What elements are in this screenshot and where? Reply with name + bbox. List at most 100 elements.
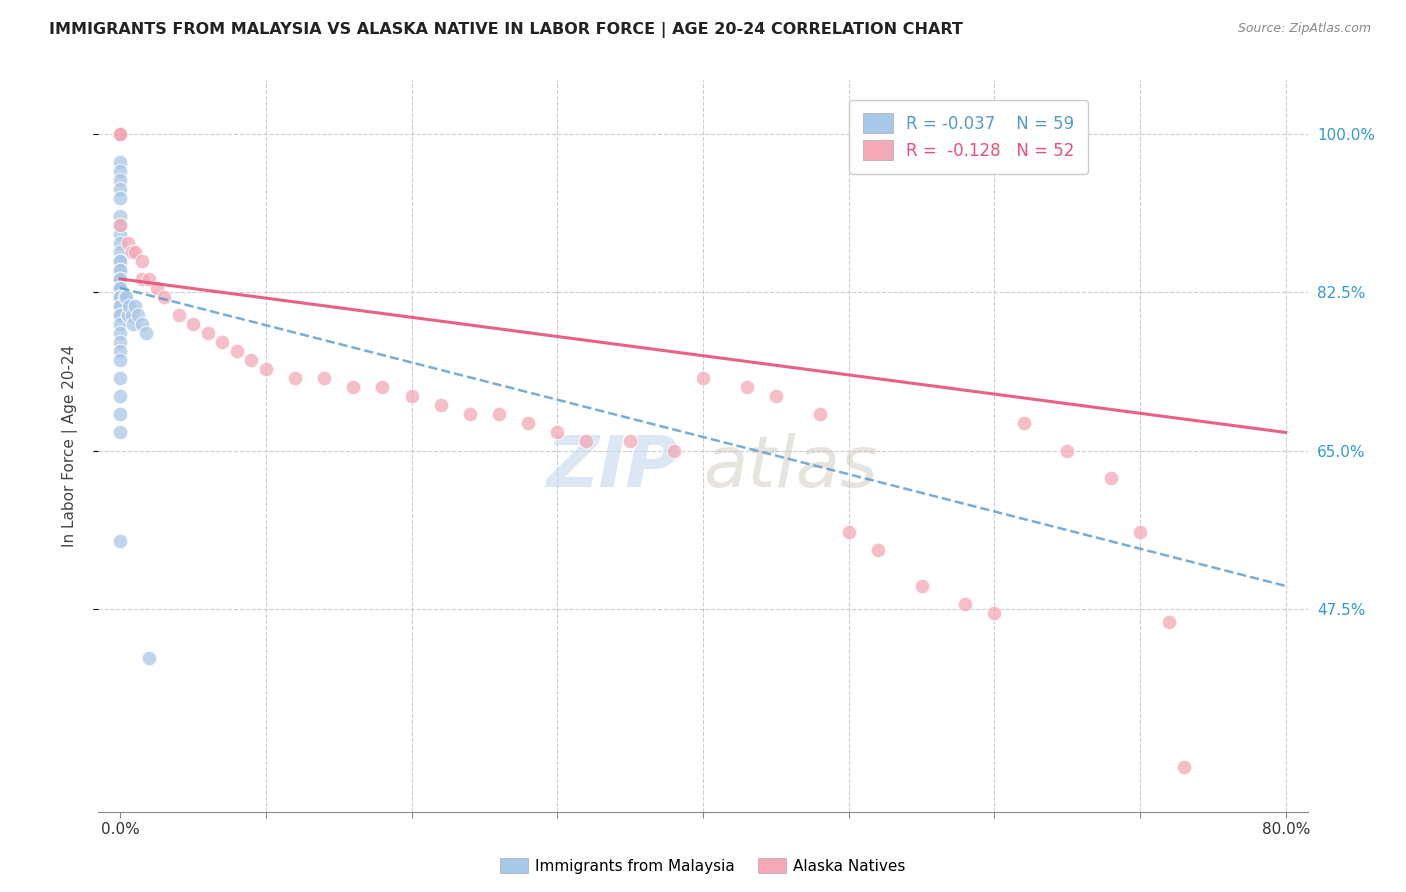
Point	[110, 263, 132, 277]
Point	[692, 371, 714, 385]
Point	[983, 606, 1005, 620]
Point	[110, 389, 132, 403]
Point	[1173, 759, 1195, 773]
Point	[131, 253, 153, 268]
Point	[1159, 615, 1181, 629]
Point	[735, 380, 758, 394]
Point	[110, 218, 132, 232]
Point	[117, 308, 139, 322]
Point	[110, 272, 132, 286]
Point	[110, 163, 132, 178]
Point	[458, 408, 481, 422]
Point	[110, 272, 132, 286]
Point	[838, 524, 860, 539]
Point	[808, 408, 831, 422]
Point	[110, 209, 132, 223]
Point	[488, 408, 510, 422]
Point	[181, 317, 204, 331]
Point	[110, 235, 132, 250]
Point	[955, 597, 977, 611]
Point	[1012, 417, 1035, 431]
Legend: Immigrants from Malaysia, Alaska Natives: Immigrants from Malaysia, Alaska Natives	[495, 852, 911, 880]
Point	[110, 308, 132, 322]
Point	[225, 344, 247, 359]
Point	[110, 244, 132, 259]
Point	[110, 128, 132, 142]
Point	[575, 434, 598, 449]
Point	[371, 380, 394, 394]
Point	[110, 128, 132, 142]
Point	[110, 128, 132, 142]
Point	[110, 317, 132, 331]
Point	[127, 308, 149, 322]
Point	[110, 290, 132, 304]
Point	[110, 281, 132, 295]
Point	[114, 290, 136, 304]
Point	[110, 172, 132, 186]
Point	[110, 128, 132, 142]
Point	[240, 353, 263, 368]
Point	[110, 128, 132, 142]
Point	[110, 290, 132, 304]
Point	[110, 281, 132, 295]
Point	[124, 299, 146, 313]
Text: ZIP: ZIP	[547, 434, 679, 502]
Point	[110, 128, 132, 142]
Point	[110, 263, 132, 277]
Point	[619, 434, 641, 449]
Point	[131, 272, 153, 286]
Point	[110, 128, 132, 142]
Point	[866, 542, 889, 557]
Point	[138, 272, 160, 286]
Point	[122, 317, 145, 331]
Point	[314, 371, 336, 385]
Point	[110, 191, 132, 205]
Point	[1099, 470, 1122, 484]
Point	[517, 417, 540, 431]
Point	[110, 272, 132, 286]
Point	[254, 362, 277, 376]
Point	[110, 533, 132, 548]
Point	[429, 398, 451, 412]
Point	[197, 326, 219, 340]
Point	[342, 380, 364, 394]
Text: IMMIGRANTS FROM MALAYSIA VS ALASKA NATIVE IN LABOR FORCE | AGE 20-24 CORRELATION: IMMIGRANTS FROM MALAYSIA VS ALASKA NATIV…	[49, 22, 963, 38]
Point	[110, 344, 132, 359]
Point	[110, 128, 132, 142]
Point	[110, 128, 132, 142]
Point	[124, 244, 146, 259]
Point	[110, 425, 132, 440]
Point	[110, 154, 132, 169]
Point	[110, 308, 132, 322]
Point	[167, 308, 190, 322]
Legend: R = -0.037    N = 59, R =  -0.128   N = 52: R = -0.037 N = 59, R = -0.128 N = 52	[849, 100, 1088, 174]
Point	[110, 227, 132, 241]
Point	[110, 299, 132, 313]
Point	[110, 218, 132, 232]
Point	[110, 128, 132, 142]
Point	[110, 128, 132, 142]
Point	[110, 181, 132, 195]
Point	[135, 326, 157, 340]
Point	[110, 408, 132, 422]
Point	[1129, 524, 1152, 539]
Point	[1056, 443, 1078, 458]
Point	[110, 253, 132, 268]
Point	[131, 317, 153, 331]
Point	[110, 281, 132, 295]
Point	[110, 281, 132, 295]
Point	[145, 281, 167, 295]
Point	[118, 299, 141, 313]
Point	[110, 128, 132, 142]
Point	[546, 425, 568, 440]
Point	[110, 290, 132, 304]
Point	[121, 244, 143, 259]
Point	[117, 235, 139, 250]
Point	[110, 128, 132, 142]
Point	[138, 651, 160, 665]
Point	[910, 579, 932, 593]
Text: atlas: atlas	[703, 434, 877, 502]
Point	[121, 308, 143, 322]
Point	[110, 128, 132, 142]
Point	[765, 389, 787, 403]
